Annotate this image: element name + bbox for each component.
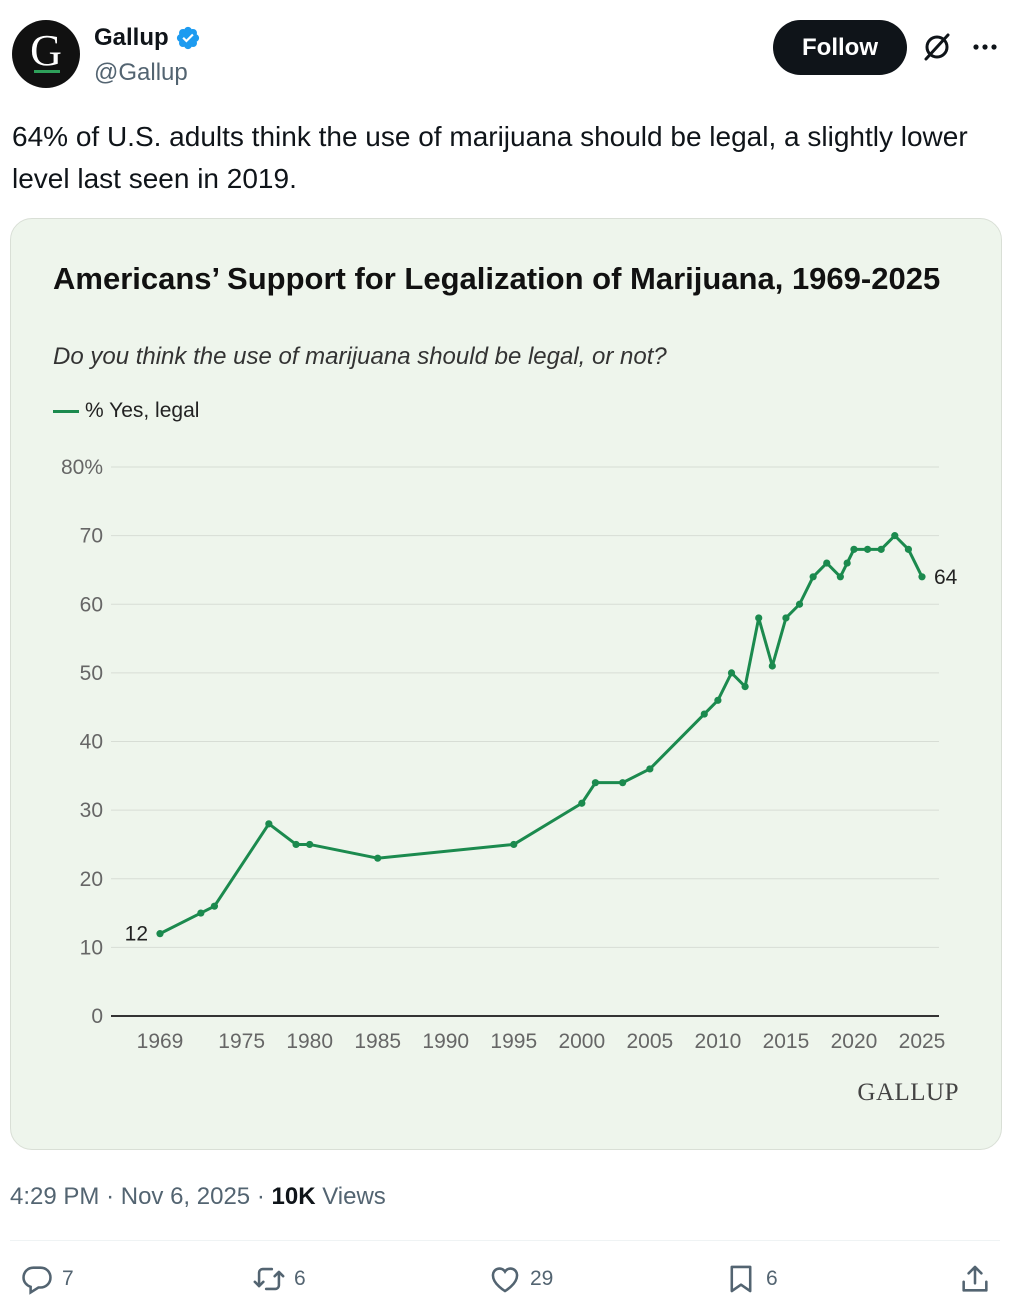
bookmark-button[interactable]: 6 bbox=[724, 1262, 778, 1296]
reply-count: 7 bbox=[62, 1267, 74, 1290]
y-tick-label: 70 bbox=[80, 525, 103, 548]
more-options-icon[interactable] bbox=[968, 30, 1002, 64]
chart-image-card[interactable]: Americans’ Support for Legalization of M… bbox=[10, 218, 1002, 1150]
data-point bbox=[714, 696, 722, 704]
line-chart: 0 10 20 30 40 50 60 70 80% 1969 1975 1980 1985 1990 19… bbox=[61, 456, 958, 1053]
x-tick-label: 1985 bbox=[354, 1030, 401, 1053]
heart-icon bbox=[491, 1267, 519, 1293]
repost-icon bbox=[253, 1267, 285, 1291]
data-point bbox=[374, 854, 382, 862]
data-point bbox=[700, 710, 708, 718]
tweet-text: 64% of U.S. adults think the use of mari… bbox=[12, 121, 968, 194]
data-point bbox=[755, 614, 763, 622]
avatar-letter: G bbox=[30, 26, 62, 75]
data-point bbox=[843, 559, 851, 567]
x-tick-label: 1975 bbox=[218, 1030, 265, 1053]
data-point bbox=[646, 765, 654, 773]
x-tick-label: 2010 bbox=[695, 1030, 742, 1053]
divider bbox=[10, 1240, 1000, 1241]
data-point bbox=[210, 902, 219, 910]
data-point bbox=[863, 545, 872, 553]
data-point bbox=[836, 573, 844, 581]
data-point bbox=[918, 573, 926, 581]
data-point bbox=[619, 779, 627, 787]
tweet-meta: 4:29 PM · Nov 6, 2025 · 10K Views bbox=[10, 1182, 386, 1212]
author-name[interactable]: Gallup bbox=[94, 24, 169, 51]
y-tick-label: 0 bbox=[91, 1005, 103, 1028]
y-tick-label: 50 bbox=[80, 662, 103, 685]
reply-button[interactable]: 7 bbox=[20, 1262, 74, 1296]
data-point bbox=[156, 930, 164, 938]
legend-label: % Yes, legal bbox=[85, 399, 200, 422]
data-label: 64 bbox=[934, 566, 958, 589]
x-tick-label: 2020 bbox=[831, 1030, 878, 1053]
legend-swatch bbox=[53, 409, 79, 413]
like-button[interactable]: 29 bbox=[488, 1262, 553, 1296]
reply-icon bbox=[22, 1266, 52, 1295]
follow-button[interactable]: Follow bbox=[773, 20, 907, 75]
share-button[interactable] bbox=[958, 1262, 992, 1296]
data-point bbox=[891, 532, 899, 540]
gallup-brand-logo: GALLUP bbox=[857, 1079, 959, 1106]
y-tick-label: 40 bbox=[80, 731, 103, 754]
data-point bbox=[809, 573, 817, 581]
x-tick-label: 2005 bbox=[626, 1030, 673, 1053]
tweet-time[interactable]: 4:29 PM bbox=[10, 1183, 100, 1210]
data-point bbox=[850, 545, 858, 553]
avatar-underline bbox=[34, 70, 60, 73]
chart-title: Americans’ Support for Legalization of M… bbox=[53, 261, 941, 296]
bookmark-icon bbox=[730, 1265, 752, 1293]
data-point bbox=[510, 840, 518, 849]
tweet-date[interactable]: Nov 6, 2025 bbox=[120, 1183, 251, 1210]
share-icon bbox=[962, 1265, 988, 1292]
avatar[interactable]: G bbox=[12, 20, 80, 88]
data-point bbox=[741, 683, 749, 691]
action-bar: 7 6 29 6 bbox=[0, 1262, 1019, 1308]
data-point bbox=[197, 909, 205, 917]
grok-icon[interactable] bbox=[920, 30, 954, 64]
x-tick-label: 1969 bbox=[137, 1030, 184, 1053]
meta-separator: · bbox=[106, 1183, 121, 1210]
data-point bbox=[265, 820, 273, 828]
data-point bbox=[795, 600, 804, 608]
data-point bbox=[727, 669, 736, 677]
author-name-row[interactable]: Gallup bbox=[94, 22, 201, 54]
y-tick-label: 80% bbox=[61, 456, 103, 479]
data-point bbox=[768, 662, 776, 670]
x-tick-label: 1990 bbox=[422, 1030, 469, 1053]
y-tick-label: 30 bbox=[80, 799, 103, 822]
series-line bbox=[158, 534, 924, 936]
views-count: 10K bbox=[271, 1183, 316, 1210]
data-point bbox=[292, 840, 300, 849]
data-point bbox=[306, 840, 314, 849]
data-point bbox=[578, 799, 586, 807]
author-handle[interactable]: @Gallup bbox=[94, 59, 188, 86]
x-tick-label: 1980 bbox=[286, 1030, 333, 1053]
data-point bbox=[591, 779, 600, 787]
x-tick-label: 2025 bbox=[899, 1030, 946, 1053]
y-tick-label: 10 bbox=[80, 936, 103, 959]
like-count: 29 bbox=[530, 1267, 554, 1290]
verified-badge-icon bbox=[176, 26, 199, 50]
views-label: Views bbox=[322, 1183, 386, 1210]
chart-subtitle: Do you think the use of marijuana should… bbox=[53, 343, 667, 370]
data-point bbox=[782, 614, 790, 622]
bookmark-count: 6 bbox=[766, 1267, 778, 1290]
data-point bbox=[904, 545, 912, 553]
repost-button[interactable]: 6 bbox=[252, 1262, 306, 1296]
data-label: 12 bbox=[125, 923, 148, 946]
data-point bbox=[877, 545, 885, 553]
meta-separator: · bbox=[256, 1183, 272, 1210]
x-tick-label: 1995 bbox=[490, 1030, 537, 1053]
x-tick-label: 2015 bbox=[763, 1030, 810, 1053]
repost-count: 6 bbox=[294, 1267, 306, 1290]
x-tick-label: 2000 bbox=[558, 1030, 605, 1053]
chart-legend: % Yes, legal bbox=[53, 399, 199, 423]
data-point bbox=[823, 559, 831, 567]
y-tick-label: 20 bbox=[80, 868, 103, 891]
y-tick-label: 60 bbox=[80, 593, 103, 616]
